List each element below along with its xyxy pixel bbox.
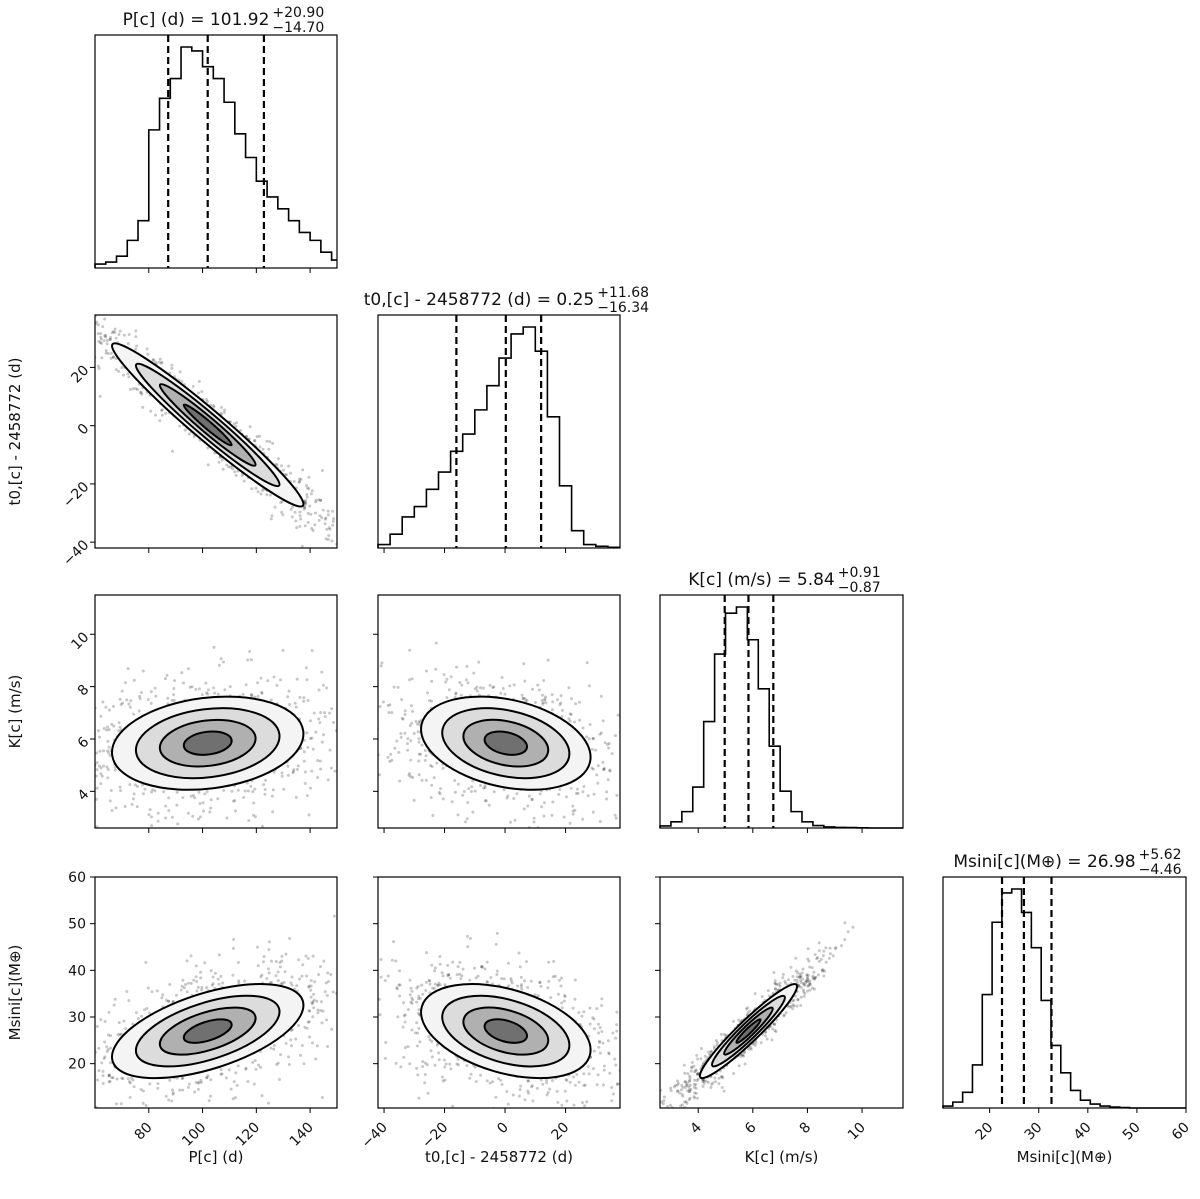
title-minus-P: −14.70 — [272, 20, 324, 36]
xtick-label-P: 140 — [287, 1120, 317, 1150]
histogram-t0 — [377, 326, 620, 549]
title-t0: t0,[c] - 2458772 (d) = 0.25 — [364, 290, 595, 310]
ytick-label-Msini: 50 — [68, 917, 86, 933]
ytick-label-K: 6 — [75, 734, 93, 752]
density-panel-P-K — [95, 645, 337, 828]
title-plus-Msini: +5.62 — [1139, 847, 1182, 863]
title-plus-t0: +11.68 — [597, 285, 649, 301]
panel-frame-t0-Msini — [377, 876, 621, 1109]
density-panel-t0-K — [378, 641, 620, 828]
contour-K-Msini-2 — [723, 1006, 774, 1056]
xtick-label-P: 80 — [132, 1120, 156, 1144]
panel-frame-P-Msini — [94, 876, 338, 1109]
contour-K-Msini-0 — [698, 983, 799, 1080]
xtick-label-t0: −20 — [419, 1120, 451, 1152]
xtick-label-K: 10 — [845, 1120, 869, 1144]
title-plus-P: +20.90 — [272, 5, 324, 21]
panel-frame-Msini — [942, 876, 1187, 1109]
yaxis-label-Msini: Msini[c](M⊕) — [6, 945, 24, 1041]
contour-t0-K-3 — [483, 730, 528, 756]
ytick-label-Msini: 60 — [68, 870, 86, 886]
contour-P-t0-3 — [182, 403, 233, 447]
title-plus-K: +0.91 — [838, 565, 881, 581]
ytick-label-t0: 20 — [68, 362, 92, 386]
panel-frame-P-K — [94, 594, 338, 829]
xtick-label-K: 4 — [687, 1119, 705, 1137]
contour-P-t0-1 — [134, 362, 281, 488]
ytick-label-Msini: 20 — [68, 1057, 86, 1073]
contour-K-Msini-3 — [735, 1018, 762, 1044]
title-K: K[c] (m/s) = 5.84 — [688, 570, 834, 590]
xtick-label-K: 8 — [797, 1120, 815, 1138]
panel-frame-P-t0 — [94, 314, 338, 549]
contour-t0-K-0 — [420, 695, 592, 791]
ytick-label-K: 10 — [68, 629, 92, 653]
density-panel-t0-Msini — [378, 931, 620, 1108]
contour-t0-Msini-0 — [420, 983, 592, 1080]
xtick-label-P: 100 — [179, 1120, 209, 1150]
xtick-label-Msini: 60 — [1169, 1120, 1193, 1144]
panel-frame-K-Msini — [659, 876, 904, 1109]
contour-P-K-2 — [158, 718, 257, 768]
xtick-label-Msini: 50 — [1120, 1120, 1144, 1144]
contour-t0-K-1 — [441, 707, 571, 780]
ytick-label-K: 4 — [75, 786, 93, 804]
panel-frame-K — [659, 594, 904, 829]
density-panel-P-t0 — [95, 315, 337, 548]
yaxis-label-t0: t0,[c] - 2458772 (d) — [6, 358, 24, 506]
xtick-label-P: 120 — [233, 1120, 263, 1150]
contour-t0-Msini-3 — [483, 1018, 528, 1044]
contour-P-Msini-1 — [134, 994, 281, 1068]
xaxis-label-K: K[c] (m/s) — [745, 1148, 819, 1166]
contour-P-Msini-3 — [182, 1018, 233, 1044]
yaxis-label-K: K[c] (m/s) — [6, 675, 24, 749]
contour-t0-K-2 — [462, 718, 550, 768]
xtick-label-Msini: 20 — [973, 1120, 997, 1144]
ytick-label-Msini: 30 — [68, 1010, 86, 1026]
panel-frame-t0 — [377, 314, 621, 549]
panel-frame-P — [94, 34, 338, 269]
histogram-P — [94, 46, 337, 268]
ytick-label-t0: −20 — [60, 479, 92, 511]
contour-P-K-0 — [110, 695, 305, 791]
title-P: P[c] (d) = 101.92 — [123, 10, 270, 30]
xtick-label-Msini: 30 — [1022, 1120, 1046, 1144]
xtick-label-t0: 20 — [548, 1120, 572, 1144]
histogram-Msini — [942, 888, 1186, 1109]
contour-P-K-3 — [182, 730, 233, 756]
contour-P-Msini-0 — [110, 983, 305, 1080]
contour-t0-Msini-2 — [462, 1006, 550, 1056]
contour-P-Msini-2 — [158, 1006, 257, 1056]
density-panel-P-Msini — [95, 914, 337, 1108]
ytick-label-t0: 0 — [75, 421, 93, 439]
xaxis-label-t0: t0,[c] - 2458772 (d) — [425, 1148, 573, 1166]
xtick-label-K: 6 — [742, 1119, 760, 1137]
title-minus-Msini: −4.46 — [1139, 862, 1182, 878]
xtick-label-Msini: 40 — [1071, 1120, 1095, 1144]
xaxis-label-P: P[c] (d) — [189, 1148, 244, 1166]
contour-t0-Msini-1 — [441, 994, 571, 1068]
contour-K-Msini-1 — [711, 994, 786, 1068]
title-Msini: Msini[c](M⊕) = 26.98 — [953, 852, 1135, 872]
contour-P-t0-2 — [158, 383, 257, 467]
title-minus-K: −0.87 — [838, 580, 881, 596]
xaxis-label-Msini: Msini[c](M⊕) — [1017, 1148, 1113, 1166]
contour-P-t0-0 — [110, 342, 305, 508]
histogram-K — [659, 606, 903, 829]
xtick-label-t0: −40 — [359, 1120, 391, 1152]
xtick-label-t0: 0 — [494, 1120, 512, 1138]
density-panel-K-Msini — [660, 921, 855, 1108]
ytick-label-Msini: 40 — [68, 963, 86, 979]
ytick-label-K: 8 — [75, 682, 93, 700]
panel-frame-t0-K — [377, 594, 621, 829]
contour-P-K-1 — [134, 707, 281, 780]
ytick-label-t0: −40 — [60, 537, 92, 569]
title-minus-t0: −16.34 — [597, 300, 649, 316]
